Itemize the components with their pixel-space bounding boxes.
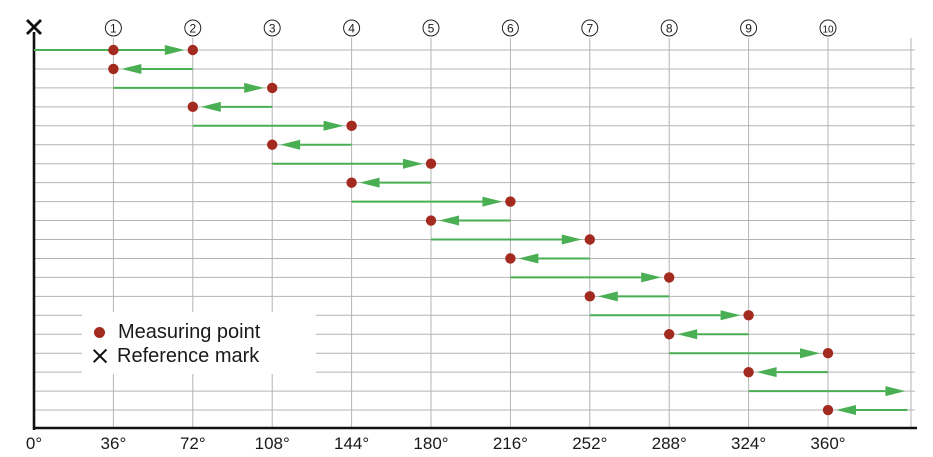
move-arrow-head — [518, 253, 539, 264]
column-number: 10 — [822, 25, 834, 36]
move-arrow-head — [280, 139, 301, 150]
axis-tick-label: 0° — [26, 434, 42, 452]
move-arrow-head — [561, 234, 582, 245]
legend-reference-mark: Reference mark — [92, 344, 259, 368]
move-arrow-head — [677, 329, 698, 340]
axis-tick-label: 360° — [810, 434, 845, 452]
measuring-point — [743, 366, 754, 378]
measuring-point — [743, 310, 754, 321]
measuring-point — [346, 177, 357, 188]
measuring-point — [108, 44, 119, 56]
column-number-circle — [343, 19, 361, 37]
column-number: 4 — [348, 22, 355, 36]
move-arrow-head — [720, 310, 741, 321]
measuring-point — [425, 215, 437, 226]
measuring-point-icon — [94, 326, 105, 338]
measuring-point — [505, 196, 516, 207]
reference-mark-icon — [92, 348, 108, 364]
move-arrow-head — [836, 405, 856, 416]
move-arrow-head — [403, 158, 423, 169]
measuring-point — [187, 101, 198, 113]
move-arrow-head — [359, 177, 380, 188]
reference-mark-stroke — [26, 19, 42, 35]
move-arrow-head — [641, 272, 662, 283]
move-arrow-head — [200, 101, 221, 112]
column-number: 5 — [428, 22, 435, 36]
measuring-point — [505, 253, 516, 264]
measuring-point — [425, 158, 437, 169]
move-arrow-head — [885, 386, 906, 397]
move-arrow-head — [756, 367, 777, 378]
column-number: 3 — [269, 22, 276, 36]
column-number: 6 — [507, 22, 514, 36]
axis-tick-label: 252° — [572, 434, 607, 452]
column-number: 8 — [666, 22, 673, 36]
column-number: 1 — [110, 22, 117, 36]
move-arrow-head — [597, 291, 618, 302]
move-arrow-head — [323, 120, 344, 131]
measuring-point — [267, 82, 278, 94]
move-arrow-head — [482, 196, 503, 207]
axis-tick-label: 216° — [493, 434, 528, 452]
measuring-point — [822, 404, 834, 416]
axis-tick-label: 288° — [652, 434, 687, 452]
measuring-point — [346, 120, 357, 131]
column-number-circle — [263, 19, 281, 37]
legend-reference-mark-label: Reference mark — [117, 344, 260, 367]
column-number: 2 — [189, 22, 196, 36]
column-number-circle — [104, 19, 122, 37]
move-arrow-head — [439, 215, 459, 226]
axis-tick-label: 36° — [101, 434, 127, 452]
move-arrow-head — [164, 45, 185, 55]
column-number-circle — [740, 19, 758, 37]
axis-tick-label: 108° — [255, 434, 290, 452]
measuring-point — [267, 139, 278, 150]
measuring-point — [187, 44, 198, 56]
move-arrow-head — [800, 348, 820, 359]
move-arrow-head — [121, 63, 142, 74]
measuring-point — [108, 63, 119, 75]
column-number-circle — [184, 19, 202, 37]
measuring-point — [664, 329, 675, 340]
column-number-circle — [501, 19, 519, 37]
column-number: 7 — [586, 22, 593, 36]
move-arrow-head — [244, 82, 265, 93]
axis-tick-label: 180° — [413, 434, 448, 452]
column-number: 9 — [745, 22, 752, 36]
measuring-point — [822, 348, 834, 359]
legend-measuring-point-label: Measuring point — [118, 320, 261, 343]
measuring-point — [584, 291, 595, 302]
column-number-circle — [819, 19, 837, 37]
column-number-circle — [422, 19, 440, 37]
axis-tick-label: 144° — [334, 434, 369, 452]
column-number-circle — [581, 19, 599, 37]
measuring-point — [584, 234, 595, 245]
axis-tick-label: 324° — [731, 434, 766, 452]
axis-tick-label: 72° — [180, 434, 206, 452]
column-number-circle — [660, 19, 678, 37]
legend: Measuring point Reference mark — [82, 312, 316, 374]
legend-measuring-point: Measuring point — [92, 320, 260, 344]
measuring-point — [664, 272, 675, 283]
